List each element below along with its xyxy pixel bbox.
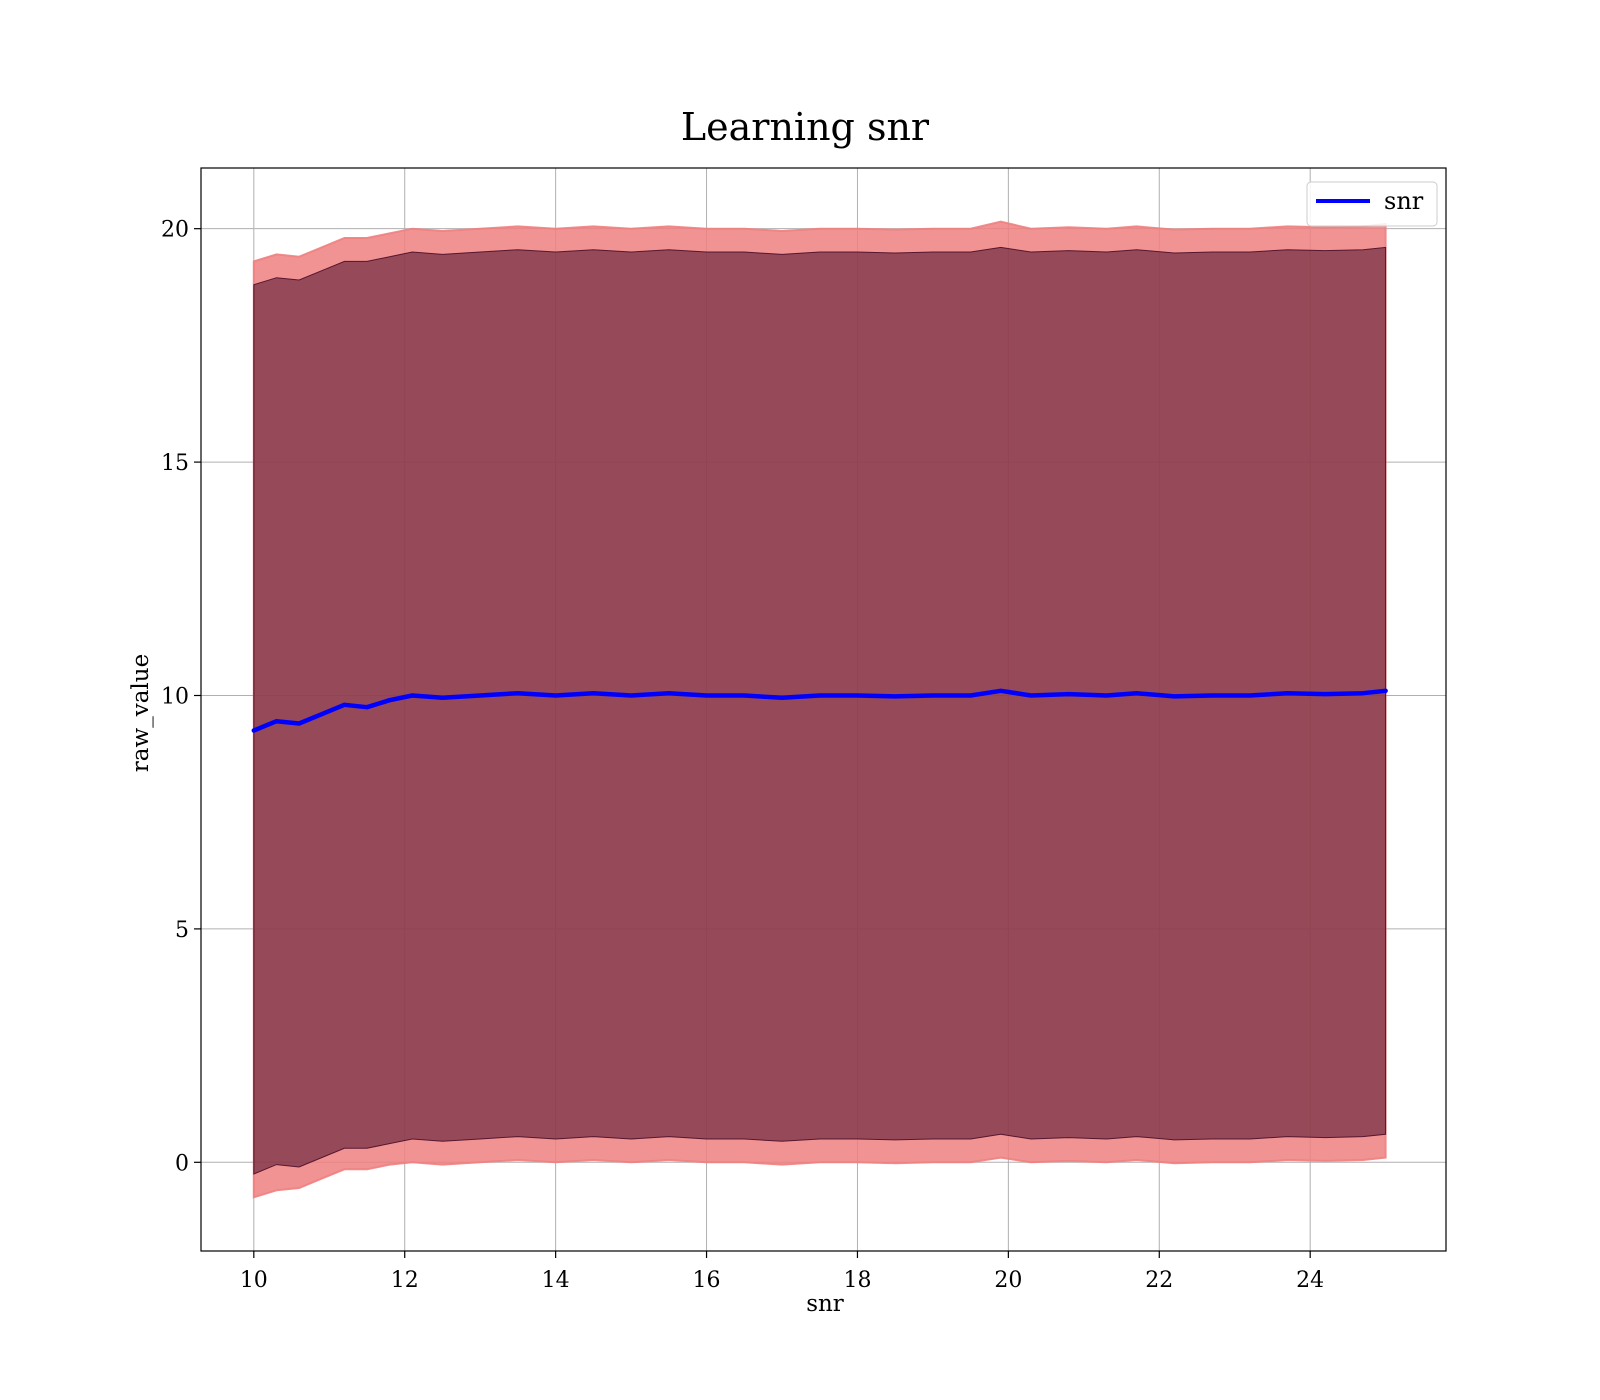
y-tick-label: 5 (175, 918, 189, 943)
series-line-0 (251, 688, 1388, 733)
x-tick-label: 16 (693, 1268, 721, 1293)
x-ticks: 10 12 14 16 18 20 22 24 (240, 1251, 1324, 1293)
x-tick-label: 20 (994, 1268, 1022, 1293)
x-tick-label: 14 (542, 1268, 570, 1293)
y-axis-label: raw_value (128, 654, 154, 772)
y-tick-label: 20 (161, 218, 189, 243)
x-tick-label: 12 (391, 1268, 419, 1293)
legend: snr (1306, 181, 1438, 227)
y-tick-label: 10 (161, 684, 189, 709)
plot-frame (200, 167, 1447, 1252)
x-tick-label: 24 (1296, 1268, 1324, 1293)
bands (252, 220, 1387, 1199)
x-tick-label: 10 (240, 1268, 268, 1293)
y-tick-label: 0 (175, 1151, 189, 1176)
x-tick-label: 22 (1145, 1268, 1173, 1293)
legend-label: snr (1384, 187, 1424, 215)
confidence-band-1 (253, 246, 1387, 1175)
y-ticks: 0 5 10 15 20 (161, 218, 201, 1176)
x-tick-label: 18 (843, 1268, 871, 1293)
series-lines (251, 688, 1388, 733)
chart-title: Learning snr (681, 105, 930, 149)
x-axis-label: snr (806, 1291, 844, 1317)
y-tick-label: 15 (161, 451, 189, 476)
legend-box (1306, 181, 1438, 227)
